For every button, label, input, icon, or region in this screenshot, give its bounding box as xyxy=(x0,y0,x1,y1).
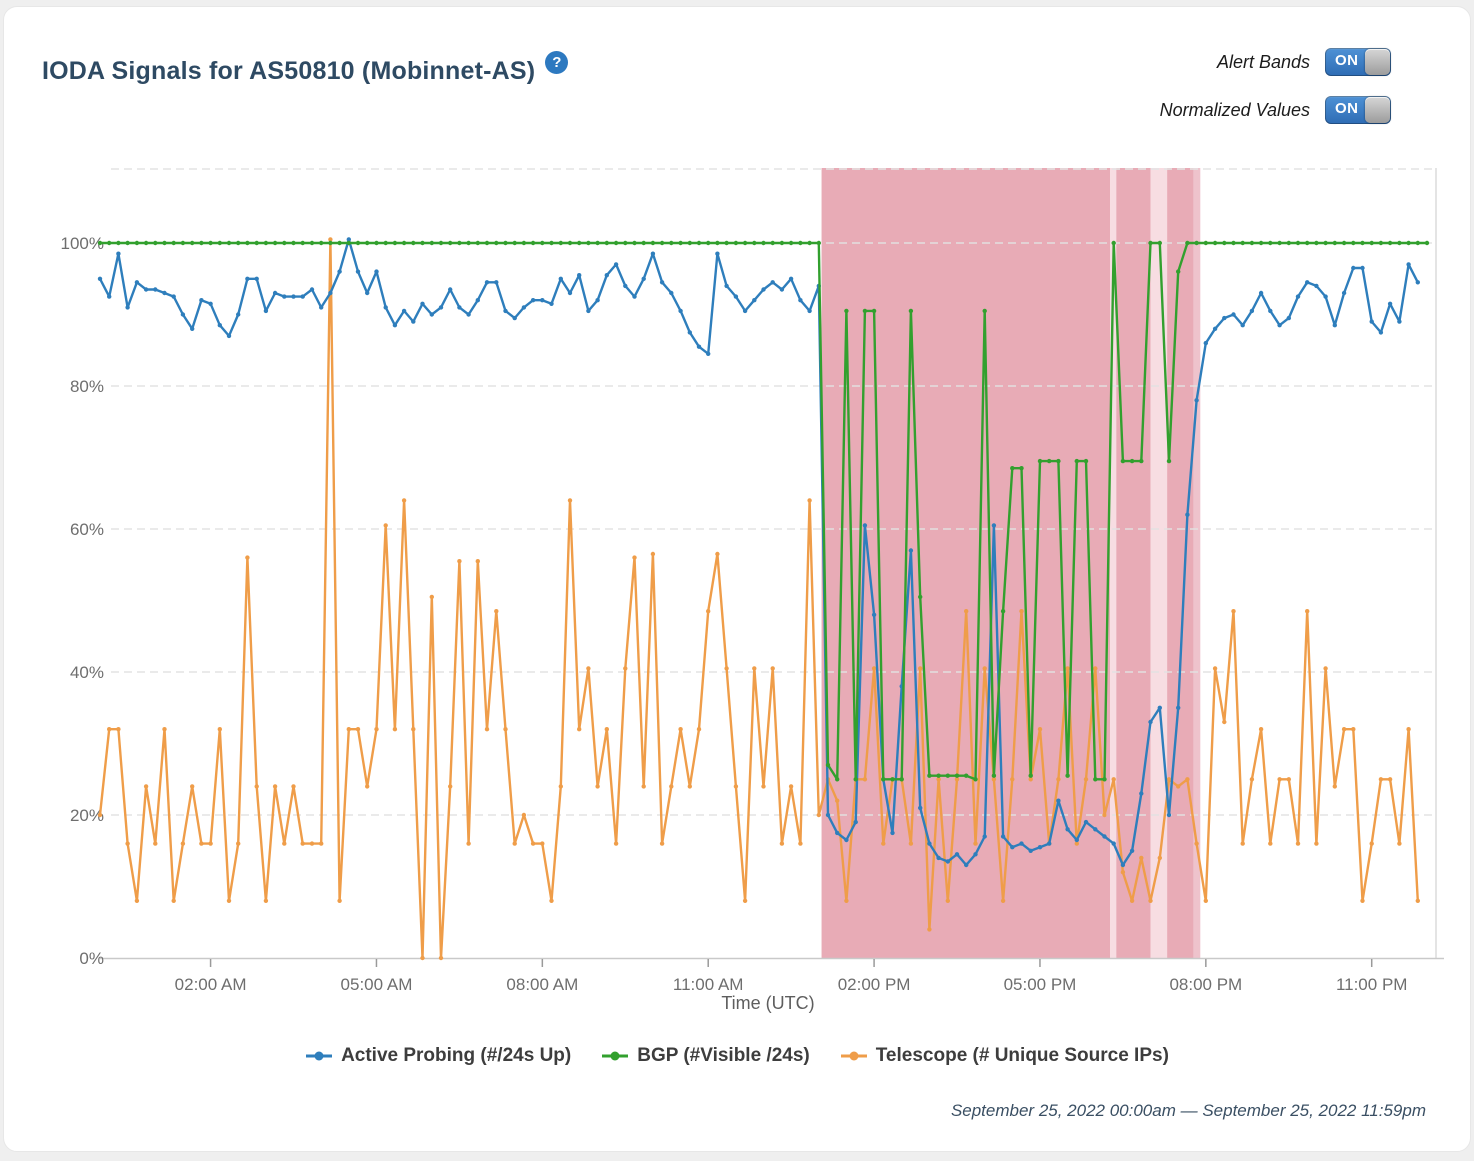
active-probing-marker-icon xyxy=(306,1051,333,1061)
help-icon[interactable]: ? xyxy=(545,51,569,74)
page-title: IODA Signals for AS50810 (Mobinnet-AS) xyxy=(42,57,536,85)
alert-bands-toggle[interactable]: ON xyxy=(1325,48,1391,76)
date-range: September 25, 2022 00:00am — September 2… xyxy=(950,1101,1426,1120)
x-tick-label: 08:00 AM xyxy=(506,975,578,994)
toggle-knob[interactable] xyxy=(1365,97,1390,123)
alert-band-light xyxy=(1150,168,1168,958)
x-tick-label: 11:00 AM xyxy=(673,975,744,994)
x-tick-label: 08:00 PM xyxy=(1169,975,1242,994)
y-axis-labels: 0% 20% 40% 60% 80% 100% xyxy=(61,234,104,968)
telescope-marker-icon xyxy=(840,1051,867,1061)
active-probing-line xyxy=(97,237,1421,868)
legend: Active Probing (#/24s Up) BGP (#Visible … xyxy=(4,1045,1470,1067)
x-tick-label: 02:00 PM xyxy=(838,975,911,994)
legend-item-active-probing[interactable]: Active Probing (#/24s Up) xyxy=(305,1045,571,1067)
y-tick-label: 0% xyxy=(79,949,104,968)
bgp-line xyxy=(97,240,1430,782)
legend-item-telescope[interactable]: Telescope (# Unique Source IPs) xyxy=(840,1045,1169,1067)
normalized-values-row: Normalized Values ON xyxy=(1160,96,1391,124)
y-tick-label: 60% xyxy=(70,520,104,539)
x-axis-title: Time (UTC) xyxy=(721,993,815,1013)
signals-chart[interactable]: 02:00 AM 05:00 AM 08:00 AM 11:00 AM 02:00 PM… xyxy=(4,7,1474,1161)
y-tick-label: 100% xyxy=(61,234,104,253)
x-tick-label: 05:00 PM xyxy=(1004,975,1077,994)
alert-bands-toggle-state: ON xyxy=(1335,52,1359,69)
legend-label: Telescope (# Unique Source IPs) xyxy=(875,1045,1169,1066)
x-tick-label: 11:00 PM xyxy=(1336,975,1408,994)
x-axis-ticks: 02:00 AM 05:00 AM 08:00 AM 11:00 AM 02:00 PM… xyxy=(175,959,1408,994)
telescope-line xyxy=(97,237,1421,961)
alert-band-dark xyxy=(1116,168,1151,958)
toggle-panel: Alert Bands ON Normalized Values ON xyxy=(1160,48,1391,124)
legend-label: Active Probing (#/24s Up) xyxy=(341,1045,572,1066)
normalized-values-toggle-state: ON xyxy=(1335,100,1359,117)
alert-band-dark xyxy=(1167,168,1194,958)
bgp-marker-icon xyxy=(602,1051,629,1061)
y-tick-label: 40% xyxy=(70,663,104,682)
alert-bands-row: Alert Bands ON xyxy=(1217,48,1391,76)
legend-label: BGP (#Visible /24s) xyxy=(637,1045,810,1066)
alert-band-medium xyxy=(1193,168,1201,958)
legend-item-bgp[interactable]: BGP (#Visible /24s) xyxy=(601,1045,810,1067)
normalized-values-label: Normalized Values xyxy=(1159,99,1310,120)
x-tick-label: 02:00 AM xyxy=(175,975,247,994)
y-tick-label: 20% xyxy=(70,806,104,825)
x-tick-label: 05:00 AM xyxy=(341,975,413,994)
y-tick-label: 80% xyxy=(70,377,104,396)
normalized-values-toggle[interactable]: ON xyxy=(1325,96,1391,124)
header: IODA Signals for AS50810 (Mobinnet-AS) ? xyxy=(42,51,569,86)
alert-bands-label: Alert Bands xyxy=(1216,51,1310,72)
toggle-knob[interactable] xyxy=(1365,49,1390,75)
alert-band-light xyxy=(1110,168,1117,958)
signals-card: IODA Signals for AS50810 (Mobinnet-AS) ?… xyxy=(3,6,1471,1152)
